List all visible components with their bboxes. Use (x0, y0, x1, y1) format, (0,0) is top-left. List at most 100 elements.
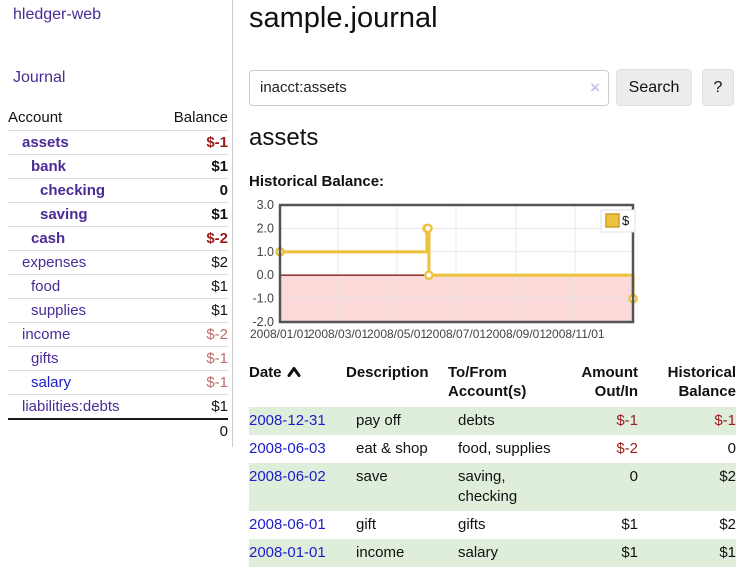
y-tick-label: -2.0 (252, 315, 274, 329)
cell-accounts: gifts (458, 516, 486, 533)
account-link[interactable]: income (22, 326, 71, 343)
historical-balance-chart: $3.0 2.0 1.0 0.0 -1.0 -2.0 2008/01/01 2008/03/0… (245, 198, 645, 354)
cell-date: 2008-06-01 (249, 511, 346, 539)
account-balance: $-1 (206, 374, 228, 391)
cell-date: 2008-12-31 (249, 407, 346, 435)
account-balance: $2 (211, 254, 228, 271)
transaction-date-link[interactable]: 2008-06-03 (249, 440, 326, 457)
account-balance: $1 (211, 206, 228, 223)
x-tick-label: 2008/01/01 (250, 327, 310, 341)
account-column-header: Account (8, 109, 63, 126)
column-header-date[interactable]: Date (249, 361, 346, 407)
cell-description: income (356, 544, 405, 561)
cell-amount: 0 (629, 468, 638, 485)
account-link[interactable]: gifts (31, 350, 59, 367)
chart-canvas: $3.0 2.0 1.0 0.0 -1.0 -2.02008/01/012008/03/0… (250, 198, 638, 341)
transaction-date-link[interactable]: 2008-01-01 (249, 544, 326, 561)
cell-amount: $1 (621, 544, 638, 561)
cell-date: 2008-06-02 (249, 463, 346, 511)
transaction-date-link[interactable]: 2008-06-01 (249, 516, 326, 533)
transaction-row: 2008-12-31 pay off debts $-1 $-1 (249, 407, 736, 435)
cell-balance: $2 (719, 468, 736, 485)
cell-description: eat & shop (356, 440, 428, 457)
search-input-wrap: × (249, 69, 609, 106)
account-link[interactable]: liabilities:debts (22, 398, 120, 415)
y-tick-label: 0.0 (257, 268, 274, 282)
account-row: supplies $1 (8, 298, 228, 322)
cell-accounts: food, supplies (458, 440, 551, 457)
transaction-row: 2008-06-01 gift gifts $1 $2 (249, 511, 736, 539)
y-tick-label: 3.0 (257, 199, 274, 212)
column-header-accounts[interactable]: To/From Account(s) (448, 364, 527, 400)
account-heading: assets (249, 124, 319, 151)
cell-amount: $-1 (616, 412, 638, 429)
account-balance: $1 (211, 398, 228, 415)
account-balance: $-2 (206, 326, 228, 343)
account-row: checking 0 (8, 178, 228, 202)
cell-date: 2008-06-03 (249, 435, 346, 463)
register-table-body: 2008-12-31 pay off debts $-1 $-1 2008-06-03 ea… (249, 407, 736, 567)
transaction-date-link[interactable]: 2008-06-02 (249, 468, 326, 485)
transaction-row: 2008-06-02 save saving, checking 0 $2 (249, 463, 736, 511)
help-button[interactable]: ? (702, 69, 734, 106)
transaction-row: 2008-06-03 eat & shop food, supplies $-2 0 (249, 435, 736, 463)
transaction-date-link[interactable]: 2008-12-31 (249, 412, 326, 429)
cell-accounts: salary (458, 544, 499, 561)
account-row: food $1 (8, 274, 228, 298)
account-balance: $1 (211, 158, 228, 175)
y-tick-label: 2.0 (257, 221, 274, 235)
account-link[interactable]: salary (31, 374, 72, 391)
sidebar-item-journal[interactable]: Journal (13, 69, 66, 86)
y-tick-label: 1.0 (257, 245, 274, 259)
balance-column-header: Balance (173, 109, 228, 126)
account-row: expenses $2 (8, 250, 228, 274)
x-tick-label: 2008/07/01 (426, 327, 486, 341)
search-input[interactable] (249, 69, 609, 106)
account-balance: $1 (211, 302, 228, 319)
account-balance: $-1 (206, 350, 228, 367)
account-row: cash $-2 (8, 226, 228, 250)
account-link[interactable]: supplies (31, 302, 87, 319)
cell-amount: $1 (621, 516, 638, 533)
account-link[interactable]: food (31, 278, 61, 295)
search-bar: × Search ? (249, 69, 734, 106)
accounts-table-header: Account Balance (8, 106, 228, 130)
accounts-table: Account Balance assets $-1 bank $1 checking 0… (8, 106, 228, 443)
column-header-amount[interactable]: Amount Out/In (581, 364, 638, 400)
account-link[interactable]: checking (40, 182, 106, 199)
brand-link[interactable]: hledger-web (13, 6, 102, 23)
cell-balance: $1 (719, 544, 736, 561)
cell-balance: 0 (727, 440, 736, 457)
account-link[interactable]: saving (40, 206, 88, 223)
sort-asc-icon (287, 363, 301, 382)
page-title: sample.journal (249, 2, 438, 34)
clear-search-icon[interactable]: × (590, 77, 600, 97)
account-row: gifts $-1 (8, 346, 228, 370)
cell-amount: $-2 (616, 440, 638, 457)
column-header-description[interactable]: Description (346, 364, 429, 381)
accounts-total: 0 (8, 418, 228, 443)
cell-balance: $-1 (714, 412, 736, 429)
account-row: salary $-1 (8, 370, 228, 394)
column-header-balance[interactable]: Historical Balance (667, 364, 736, 400)
search-button[interactable]: Search (616, 69, 692, 106)
accounts-table-body: assets $-1 bank $1 checking 0 saving $1 cash $-2 e… (8, 130, 228, 418)
cell-description: gift (356, 516, 377, 533)
legend-label: $ (622, 213, 630, 228)
cell-accounts: saving, checking (458, 468, 518, 505)
account-row: saving $1 (8, 202, 228, 226)
x-tick-label: 2008/09/01 (486, 327, 546, 341)
account-balance: $-1 (206, 134, 228, 151)
account-row: income $-2 (8, 322, 228, 346)
cell-balance: $2 (719, 516, 736, 533)
account-link[interactable]: assets (22, 134, 69, 151)
cell-accounts: debts (458, 412, 495, 429)
chart-title: Historical Balance: (249, 173, 385, 190)
account-link[interactable]: expenses (22, 254, 87, 271)
account-row: bank $1 (8, 154, 228, 178)
account-link[interactable]: cash (31, 230, 66, 247)
account-link[interactable]: bank (31, 158, 67, 175)
cell-description: save (356, 468, 388, 485)
x-tick-label: 2008/03/01 (308, 327, 368, 341)
